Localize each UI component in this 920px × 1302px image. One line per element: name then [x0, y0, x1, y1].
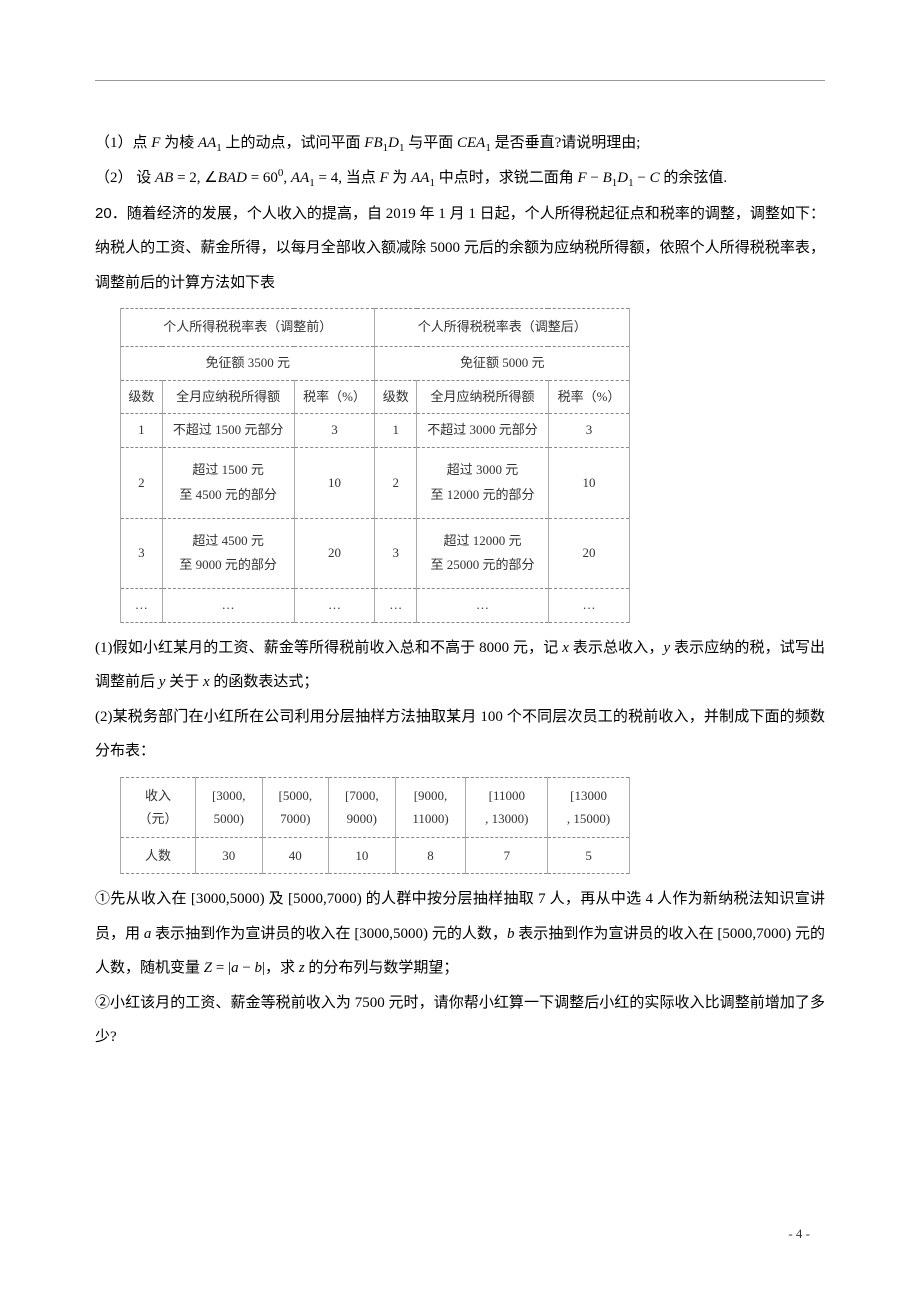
table-row: … … … … … …	[121, 589, 630, 623]
col-level: 级数	[375, 380, 417, 414]
q20-number: 20．	[95, 205, 127, 222]
table-row: 收入（元） [3000,5000) [5000,7000) [7000,9000…	[121, 777, 630, 837]
q20-sub2: ②小红该月的工资、薪金等税前收入为 7500 元时，请你帮小红算一下调整后小红的…	[95, 986, 825, 1055]
q19-part2: （2） 设 AB = 2, ∠BAD = 600, AA1 = 4, 当点 F …	[95, 161, 825, 196]
q19-part1: （1）点 F 为棱 AA1 上的动点，试问平面 FB1D1 与平面 CEA1 是…	[95, 126, 825, 161]
col-rate: 税率（%）	[548, 380, 629, 414]
q20-part1: (1)假如小红某月的工资、薪金等所得税前收入总和不高于 8000 元，记 x 表…	[95, 631, 825, 700]
frequency-table: 收入（元） [3000,5000) [5000,7000) [7000,9000…	[120, 777, 630, 874]
q20-part2: (2)某税务部门在小红所在公司利用分层抽样方法抽取某月 100 个不同层次员工的…	[95, 700, 825, 769]
col-level: 级数	[121, 380, 163, 414]
tax-rate-table: 个人所得税税率表（调整前） 个人所得税税率表（调整后） 免征额 3500 元 免…	[120, 308, 630, 623]
q20-intro: 20．随着经济的发展，个人收入的提高，自 2019 年 1 月 1 日起，个人所…	[95, 197, 825, 301]
tax-left-exempt: 免征额 3500 元	[121, 346, 375, 380]
col-income: 全月应纳税所得额	[162, 380, 294, 414]
page-number: - 4 -	[788, 1226, 810, 1242]
tax-left-title: 个人所得税税率表（调整前）	[121, 309, 375, 347]
col-income: 全月应纳税所得额	[417, 380, 549, 414]
table-row: 2 超过 1500 元至 4500 元的部分 10 2 超过 3000 元至 1…	[121, 448, 630, 518]
table-row: 人数 30 40 10 8 7 5	[121, 837, 630, 873]
q20-sub1: ①先从收入在 [3000,5000) 及 [5000,7000) 的人群中按分层…	[95, 882, 825, 986]
tax-right-exempt: 免征额 5000 元	[375, 346, 630, 380]
table-row: 3 超过 4500 元至 9000 元的部分 20 3 超过 12000 元至 …	[121, 518, 630, 588]
col-rate: 税率（%）	[294, 380, 375, 414]
table-row: 1 不超过 1500 元部分 3 1 不超过 3000 元部分 3	[121, 414, 630, 448]
tax-right-title: 个人所得税税率表（调整后）	[375, 309, 630, 347]
